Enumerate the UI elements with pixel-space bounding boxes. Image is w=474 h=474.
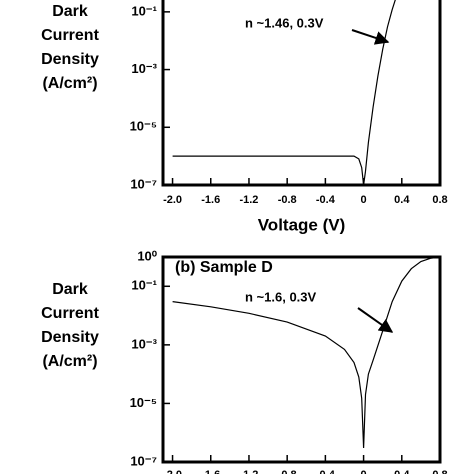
y-tick-label: 10⁻¹ — [131, 278, 157, 293]
x-tick-label: -0.4 — [316, 194, 336, 206]
x-tick-label: 0.4 — [394, 194, 410, 206]
x-tick-label: -2.0 — [163, 469, 182, 474]
arrow — [351, 29, 390, 45]
y-axis-label: (A/cm²) — [42, 353, 97, 370]
y-axis-label: Current — [41, 305, 99, 322]
y-tick-label: 10⁻⁷ — [130, 453, 157, 468]
x-tick-label: -1.2 — [239, 469, 258, 474]
annotation: (b) Sample D — [175, 259, 273, 276]
x-tick-label: 0.8 — [432, 469, 447, 474]
x-tick-label: -0.4 — [316, 469, 336, 474]
arrow — [357, 307, 394, 333]
y-tick-label: 10⁻³ — [131, 336, 157, 351]
x-axis-label: Voltage (V) — [258, 215, 346, 234]
y-axis-label: Density — [41, 51, 99, 68]
data-line — [172, 0, 396, 186]
y-tick-label: 10⁻⁵ — [130, 395, 157, 410]
y-tick-label: 10⁻³ — [131, 61, 157, 76]
x-tick-label: -1.6 — [201, 469, 220, 474]
x-tick-label: 0 — [361, 194, 367, 206]
x-tick-label: -1.6 — [201, 194, 220, 206]
y-tick-label: 10⁻⁷ — [130, 176, 157, 191]
y-tick-label: 10⁻⁵ — [130, 119, 157, 134]
x-tick-label: 0.8 — [432, 194, 447, 206]
y-axis-label: Dark — [52, 3, 88, 20]
plot-frame — [161, 255, 442, 464]
y-axis-label: (A/cm²) — [42, 75, 97, 92]
y-axis-label: Density — [41, 329, 99, 346]
y-tick-label: 10⁻¹ — [131, 3, 157, 18]
plot-frame — [161, 0, 442, 187]
y-axis-label: Dark — [52, 281, 88, 298]
x-tick-label: 0.4 — [394, 469, 410, 474]
x-tick-label: -0.8 — [278, 469, 297, 474]
x-tick-label: -0.8 — [278, 194, 297, 206]
y-tick-label: 10⁰ — [137, 248, 157, 263]
annotation: n ~1.6, 0.3V — [245, 289, 317, 304]
x-tick-label: -2.0 — [163, 194, 182, 206]
y-axis-label: Current — [41, 27, 99, 44]
annotation: n ~1.46, 0.3V — [245, 15, 324, 30]
data-line — [172, 256, 441, 449]
x-tick-label: -1.2 — [239, 194, 258, 206]
x-tick-label: 0 — [361, 469, 367, 474]
